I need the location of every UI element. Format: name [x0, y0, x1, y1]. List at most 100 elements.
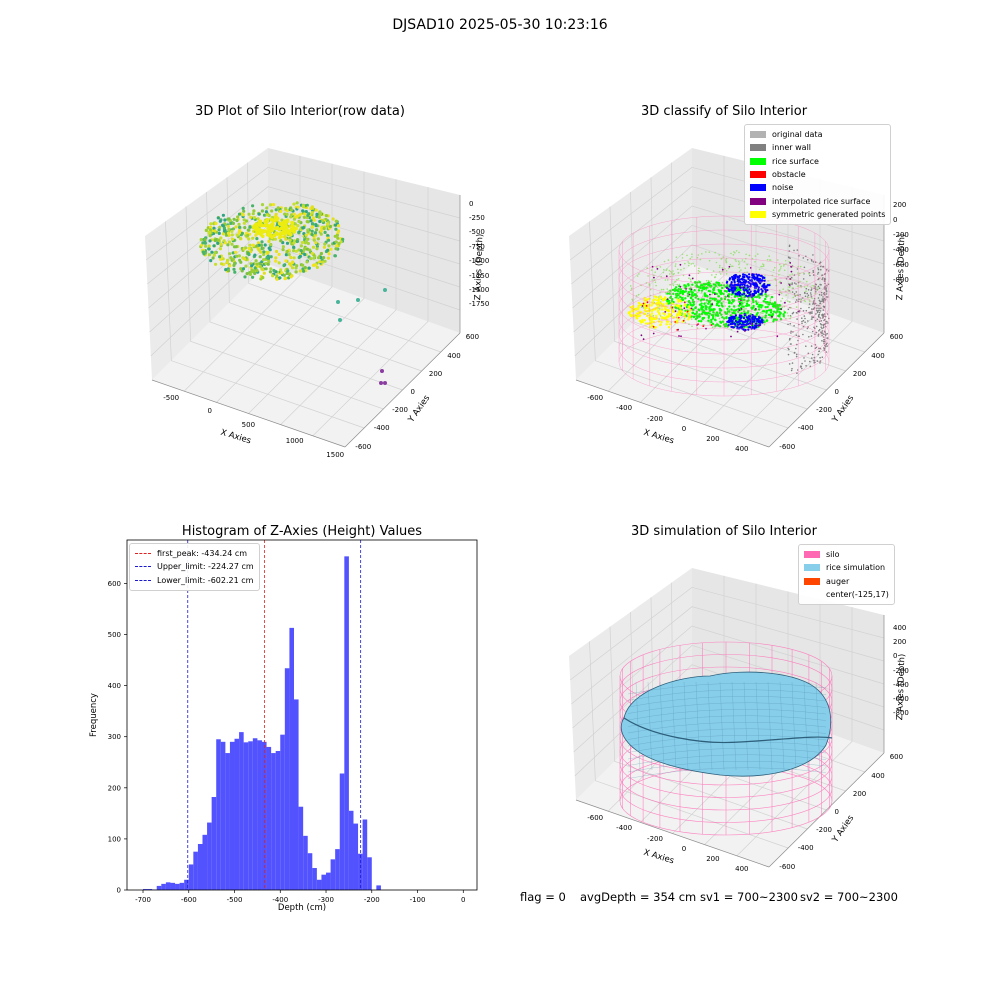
- raw-point: [287, 262, 292, 266]
- raw-point: [260, 209, 264, 213]
- raw-point: [222, 239, 226, 243]
- simulation-z-tick: 0: [893, 652, 898, 661]
- raw-point: [212, 253, 216, 257]
- raw-point: [273, 237, 277, 241]
- classify-inner-wall-point: [795, 353, 798, 356]
- simulation-legend-item: auger: [804, 575, 889, 588]
- raw-point: [231, 251, 235, 255]
- raw-point: [268, 248, 272, 252]
- classify-inner-wall-point: [818, 299, 821, 302]
- raw-point: [309, 219, 313, 223]
- raw-point: [250, 264, 254, 268]
- simulation-legend-label: silo: [826, 550, 840, 560]
- simulation-legend-label: center(-125,17): [826, 590, 889, 600]
- raw-point: [265, 255, 269, 260]
- raw-point: [227, 217, 231, 221]
- classify-inner-wall-point: [788, 363, 791, 365]
- raw-x-axis-line: [151, 379, 346, 448]
- raw-point: [295, 264, 299, 268]
- raw-point: [245, 219, 249, 223]
- raw-point: [212, 244, 216, 248]
- raw-point: [315, 247, 319, 251]
- raw-point: [230, 233, 234, 237]
- simulation-legend-label: auger: [826, 576, 850, 586]
- raw-point: [274, 249, 279, 254]
- raw-point: [289, 255, 293, 260]
- classify-grid-x: [736, 187, 853, 437]
- raw-y-tick: 600: [465, 333, 480, 342]
- raw-point: [277, 252, 281, 256]
- raw-point: [229, 256, 233, 260]
- raw-point: [255, 237, 259, 241]
- raw-point: [253, 266, 257, 270]
- raw-point: [295, 201, 299, 205]
- simulation-y-tick: 600: [889, 753, 904, 762]
- raw-point: [211, 256, 215, 260]
- raw-point: [269, 242, 273, 247]
- raw-point: [235, 218, 239, 223]
- raw-point: [297, 248, 301, 252]
- simulation-legend: silo rice simulation auger center(-125,17): [798, 544, 895, 606]
- raw-point: [322, 256, 326, 260]
- raw-point: [249, 215, 253, 219]
- raw-point: [308, 248, 312, 252]
- raw-point: [282, 263, 286, 268]
- classify-inner-wall-point: [819, 283, 821, 286]
- raw-point: [278, 276, 282, 280]
- raw-point: [318, 260, 322, 264]
- raw-point: [239, 260, 243, 264]
- raw-point: [271, 274, 275, 278]
- raw-point: [290, 228, 295, 233]
- raw-point: [298, 269, 302, 273]
- raw-point: [326, 222, 330, 226]
- raw-z-tick: -1750: [469, 300, 490, 309]
- raw-point: [240, 231, 244, 235]
- raw-point: [285, 249, 289, 254]
- raw-point: [319, 252, 323, 256]
- raw-point: [266, 262, 270, 266]
- raw-point: [251, 236, 255, 240]
- classify-inner-wall-point: [825, 290, 828, 293]
- raw-point: [258, 255, 262, 259]
- raw-point: [229, 221, 233, 225]
- raw-z-tick: 0: [469, 199, 474, 208]
- raw-point: [282, 273, 286, 277]
- raw-point: [301, 205, 305, 209]
- raw-point: [318, 219, 322, 224]
- classify-inner-wall-point: [818, 293, 821, 296]
- raw-point: [244, 264, 248, 268]
- raw-point: [270, 209, 274, 213]
- raw-point: [289, 275, 293, 279]
- raw-point: [209, 259, 213, 263]
- raw-point: [237, 254, 241, 258]
- raw-point: [224, 233, 228, 237]
- raw-point: [319, 229, 323, 233]
- raw-left-pane: [145, 148, 268, 380]
- raw-outlier-point: [383, 381, 387, 385]
- classify-inner-wall-point: [815, 325, 818, 328]
- raw-point: [212, 226, 216, 230]
- raw-point: [219, 262, 224, 266]
- raw-point: [232, 217, 236, 221]
- raw-point: [258, 264, 262, 269]
- raw-point: [311, 206, 315, 210]
- raw-point: [334, 247, 338, 251]
- raw-point: [263, 243, 267, 247]
- raw-point: [292, 212, 296, 216]
- raw-point: [314, 208, 318, 212]
- raw-point: [268, 203, 273, 207]
- raw-point: [284, 206, 288, 211]
- raw-y-tick: 0: [410, 388, 415, 396]
- raw-z-tick: -1250: [469, 271, 490, 280]
- classify-inner-wall-point: [795, 283, 797, 285]
- classify-inner-wall-point: [811, 308, 813, 310]
- classify-inner-wall-point: [818, 307, 820, 310]
- raw-point: [226, 231, 230, 235]
- figure-title: DJSAD10 2025-05-30 10:23:16: [392, 17, 608, 33]
- raw-point: [248, 250, 253, 254]
- raw-point: [263, 229, 268, 233]
- raw-point: [227, 227, 231, 231]
- raw-point: [242, 221, 246, 225]
